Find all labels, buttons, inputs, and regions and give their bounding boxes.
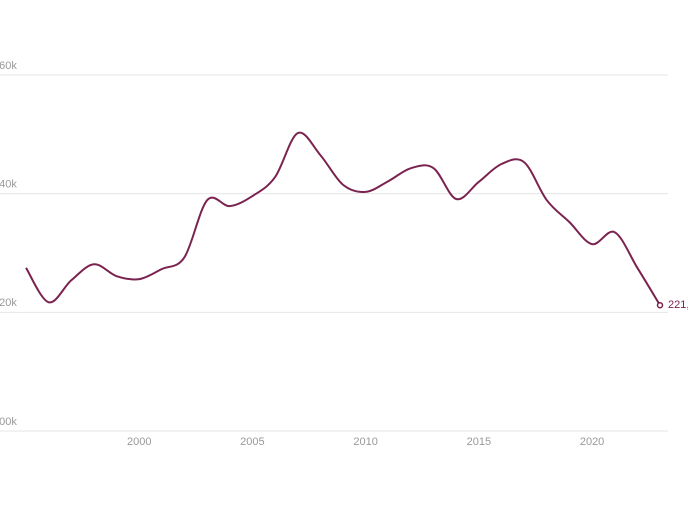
x-tick-label: 2015 bbox=[467, 436, 491, 448]
y-tick-label: 200k bbox=[0, 416, 17, 428]
end-marker bbox=[656, 301, 664, 309]
x-tick-label: 2005 bbox=[240, 436, 264, 448]
y-tick-label: 260k bbox=[0, 60, 17, 72]
y-tick-label: 240k bbox=[0, 179, 17, 191]
x-tick-label: 2000 bbox=[127, 436, 151, 448]
x-tick-label: 2020 bbox=[580, 436, 604, 448]
value-label: 221, bbox=[668, 299, 688, 311]
x-tick-label: 2010 bbox=[353, 436, 377, 448]
y-tick-label: 220k bbox=[0, 297, 17, 309]
line bbox=[25, 131, 661, 306]
